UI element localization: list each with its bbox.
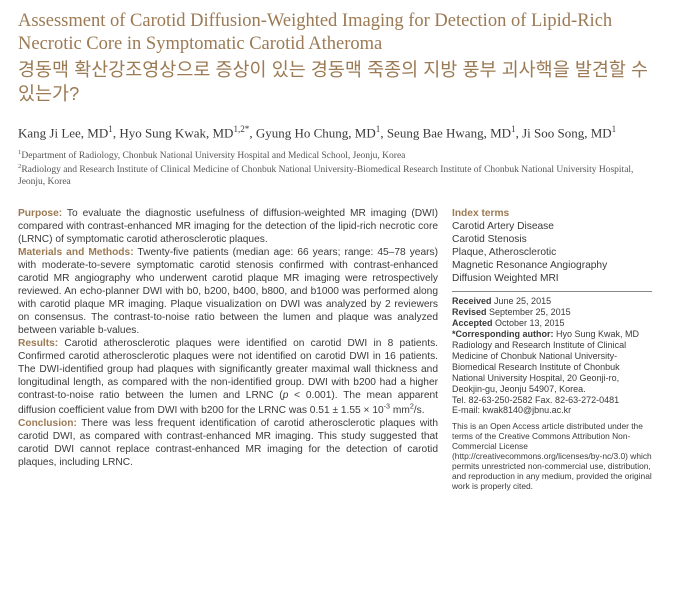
index-heading: Index terms bbox=[452, 207, 652, 220]
index-term: Diffusion Weighted MRI bbox=[452, 272, 652, 285]
corresponding-label: *Corresponding author: bbox=[452, 329, 554, 339]
purpose-text: To evaluate the diagnostic usefulness of… bbox=[18, 208, 438, 245]
revised-label: Revised bbox=[452, 307, 487, 317]
conclusion-label: Conclusion: bbox=[18, 418, 77, 429]
corresponding-tel: Tel. 82-63-250-2582 Fax. 82-63-272-0481 bbox=[452, 395, 652, 406]
title-korean: 경동맥 확산강조영상으로 증상이 있는 경동맥 죽종의 지방 풍부 괴사핵을 발… bbox=[18, 58, 656, 106]
corresponding-name: Hyo Sung Kwak, MD bbox=[554, 329, 640, 339]
index-term: Carotid Artery Disease bbox=[452, 220, 652, 233]
index-term: Carotid Stenosis bbox=[452, 233, 652, 246]
sidebar-divider bbox=[452, 291, 652, 292]
title-english: Assessment of Carotid Diffusion-Weighted… bbox=[18, 10, 656, 56]
methods-label: Materials and Methods: bbox=[18, 247, 134, 258]
corresponding-email: E-mail: kwak8140@jbnu.ac.kr bbox=[452, 405, 652, 416]
received-label: Received bbox=[452, 296, 492, 306]
submission-meta: Received June 25, 2015 Revised September… bbox=[452, 296, 652, 417]
affiliation-1: 1Department of Radiology, Chonbuk Nation… bbox=[18, 149, 656, 163]
accepted-date: October 13, 2015 bbox=[493, 318, 565, 328]
results-text: Carotid atherosclerotic plaques were ide… bbox=[18, 338, 438, 416]
methods-text: Twenty-five patients (median age: 66 yea… bbox=[18, 247, 438, 336]
results-label: Results: bbox=[18, 338, 58, 349]
purpose-label: Purpose: bbox=[18, 208, 62, 219]
accepted-label: Accepted bbox=[452, 318, 493, 328]
content-columns: Purpose: To evaluate the diagnostic usef… bbox=[18, 207, 656, 492]
abstract-column: Purpose: To evaluate the diagnostic usef… bbox=[18, 207, 438, 492]
received-date: June 25, 2015 bbox=[492, 296, 552, 306]
affiliation-2: 2Radiology and Research Institute of Cli… bbox=[18, 163, 656, 189]
affiliations-block: 1Department of Radiology, Chonbuk Nation… bbox=[18, 149, 656, 189]
index-term: Plaque, Atherosclerotic bbox=[452, 246, 652, 259]
index-term: Magnetic Resonance Angiography bbox=[452, 259, 652, 272]
license-text: This is an Open Access article distribut… bbox=[452, 422, 652, 491]
conclusion-text: There was less frequent identification o… bbox=[18, 418, 438, 468]
revised-date: September 25, 2015 bbox=[487, 307, 571, 317]
sidebar-column: Index terms Carotid Artery DiseaseCaroti… bbox=[452, 207, 652, 492]
corresponding-affiliation: Radiology and Research Institute of Clin… bbox=[452, 340, 652, 395]
index-terms: Carotid Artery DiseaseCarotid StenosisPl… bbox=[452, 220, 652, 285]
authors-list: Kang Ji Lee, MD1, Hyo Sung Kwak, MD1,2*,… bbox=[18, 124, 656, 142]
